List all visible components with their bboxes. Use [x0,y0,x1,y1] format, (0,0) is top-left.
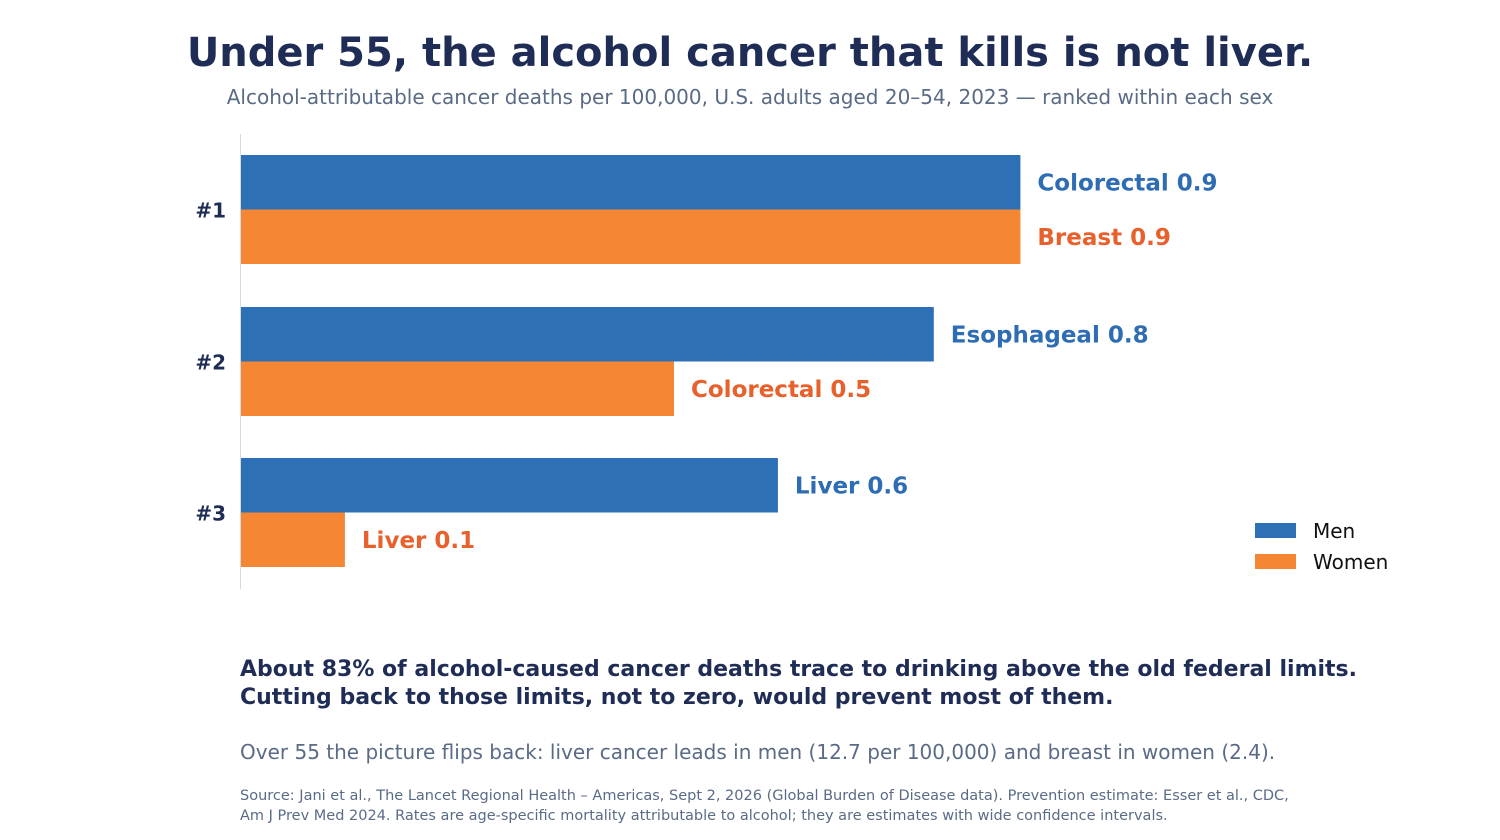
bar-women-rank-2 [241,361,674,416]
age-note: Over 55 the picture flips back: liver ca… [240,740,1276,764]
chart-subtitle: Alcohol-attributable cancer deaths per 1… [226,85,1274,109]
bar-label-women-rank-2: Colorectal 0.5 [691,377,871,403]
takeaway-line-1: About 83% of alcohol-caused cancer death… [240,657,1358,682]
bar-men-rank-1 [241,155,1021,210]
legend-swatch-men [1255,523,1296,538]
legend-swatch-women [1255,554,1296,569]
chart-legend: Men Women [1255,515,1388,577]
bar-women-rank-3 [241,512,345,567]
bar-label-men-rank-2: Esophageal 0.8 [951,322,1149,348]
rank-label-2: #2 [195,351,226,375]
key-takeaway: About 83% of alcohol-caused cancer death… [240,656,1490,712]
legend-label-women: Women [1313,549,1389,574]
bar-label-women-rank-3: Liver 0.1 [362,528,475,554]
rank-label-3: #3 [195,502,226,526]
takeaway-line-2: Cutting back to those limits, not to zer… [240,685,1114,710]
chart-title: Under 55, the alcohol cancer that kills … [186,30,1314,76]
bar-women-rank-1 [241,209,1021,264]
source-note: Source: Jani et al., The Lancet Regional… [240,786,1340,826]
source-line-2: Am J Prev Med 2024. Rates are age-specif… [240,808,1168,824]
bar-label-women-rank-1: Breast 0.9 [1037,225,1170,251]
bar-chart: #1 Colorectal 0.9 Breast 0.9 #2 Esophageal 0… [195,134,1217,589]
bar-label-men-rank-3: Liver 0.6 [795,473,908,499]
legend-item-men: Men [1255,515,1388,546]
legend-item-women: Women [1255,546,1388,577]
legend-label-men: Men [1313,518,1356,543]
bar-label-men-rank-1: Colorectal 0.9 [1037,170,1217,196]
rank-label-1: #1 [195,199,226,223]
bar-men-rank-3 [241,458,778,513]
bar-men-rank-2 [241,307,934,362]
source-line-1: Source: Jani et al., The Lancet Regional… [240,788,1289,804]
